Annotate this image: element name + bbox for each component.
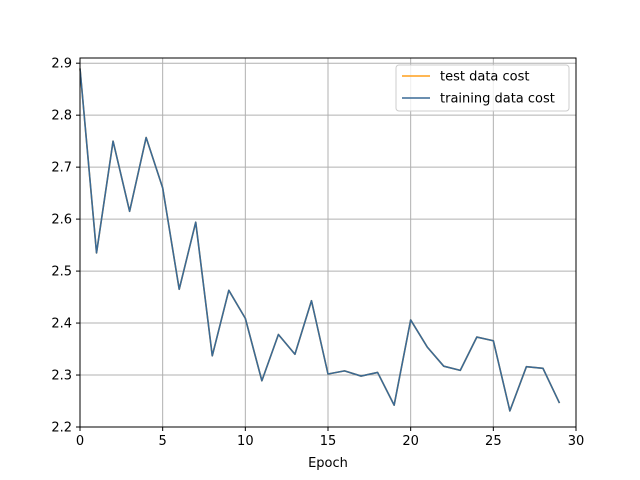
legend: test data cost training data cost (395, 64, 570, 112)
x-tick-label: 5 (159, 434, 167, 449)
y-tick-label: 2.3 (51, 369, 72, 384)
x-tick-label: 0 (76, 434, 84, 449)
x-axis-label: Epoch (308, 456, 348, 471)
series-group (79, 68, 561, 412)
y-tick-label: 2.7 (51, 161, 72, 176)
x-tick-label: 15 (320, 434, 337, 449)
x-tick-label: 30 (568, 434, 585, 449)
y-tick-label: 2.8 (51, 109, 72, 124)
legend-label-test-data-cost: test data cost (440, 70, 529, 85)
x-tick-label: 25 (485, 434, 502, 449)
y-tick-label: 2.4 (51, 317, 72, 332)
axis-ticks: 0 5 10 15 20 25 30 2.2 2.3 2.4 2.5 2.6 2.7 2.8 2.9 (51, 57, 584, 449)
legend-label-training-data-cost: training data cost (440, 92, 555, 107)
y-tick-label: 2.5 (51, 265, 72, 280)
x-tick-label: 10 (237, 434, 254, 449)
x-tick-label: 20 (402, 434, 419, 449)
training-data-cost-line (79, 68, 561, 412)
y-tick-label: 2.2 (51, 421, 72, 436)
legend-box (395, 64, 570, 112)
y-tick-label: 2.6 (51, 213, 72, 228)
y-tick-label: 2.9 (51, 57, 72, 72)
